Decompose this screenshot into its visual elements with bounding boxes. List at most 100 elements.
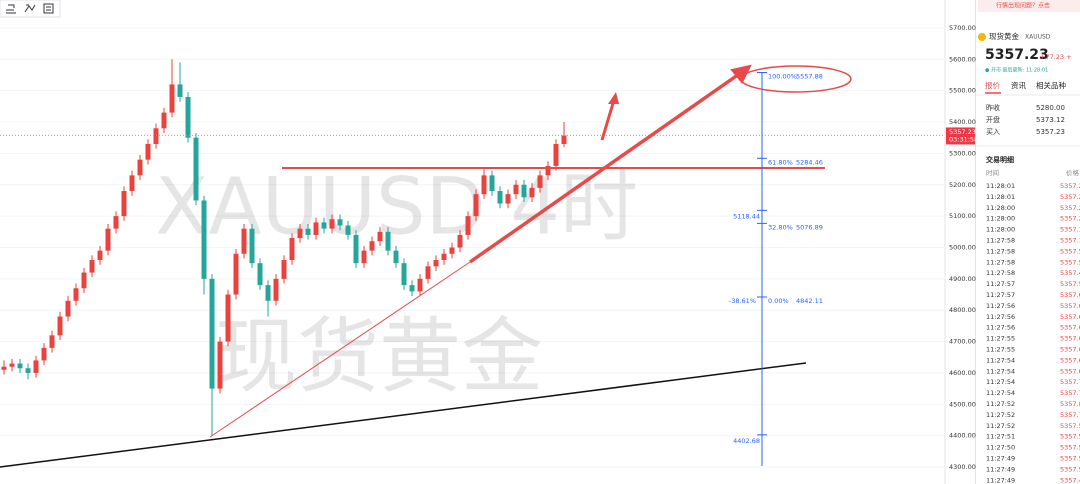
candle-body: [65, 300, 71, 317]
candle-body: [441, 253, 447, 261]
trade-price: 5357.7: [1060, 378, 1080, 386]
tab[interactable]: 报价: [985, 80, 1000, 90]
last-price-label: 5357.23: [949, 128, 976, 136]
candle-body: [193, 137, 199, 201]
fib-pct: 32.80%: [768, 223, 793, 231]
trade-time: 11:27:58: [986, 269, 1015, 277]
candle-body: [41, 347, 47, 361]
trade-time: 11:27:52: [986, 422, 1015, 430]
candle-body: [257, 263, 263, 286]
trade-time: 11:27:57: [986, 291, 1015, 299]
trade-price: 5357.5: [1060, 258, 1080, 266]
watermark-title: XAUUSD 4时: [155, 162, 638, 252]
tab[interactable]: 相关品种: [1036, 80, 1066, 90]
candle-body: [497, 191, 503, 204]
trade-time: 11:27:58: [986, 258, 1015, 266]
candle-body: [345, 225, 351, 235]
stat-value: 5357.23: [1036, 128, 1065, 136]
watermark-subtitle: 现货黄金: [215, 309, 543, 404]
y-tick-label: 5200.00: [949, 181, 976, 189]
candle-body: [241, 228, 247, 254]
candle-body: [33, 360, 39, 373]
candle-body: [121, 191, 127, 217]
candle-body: [401, 263, 407, 286]
y-tick-label: 4300.00: [949, 463, 976, 471]
trade-time: 11:27:55: [986, 346, 1015, 354]
candle-body: [521, 184, 527, 198]
trade-time: 11:27:54: [986, 378, 1015, 386]
toolbar: [0, 0, 61, 18]
trend-line-thin: [209, 261, 471, 438]
price-change: +77.23 +: [1040, 53, 1072, 61]
candle-body: [425, 266, 431, 279]
trade-price: 5357.2: [1060, 215, 1080, 223]
candle-body: [273, 278, 279, 301]
y-tick-label: 5500.00: [949, 87, 976, 95]
trade-price: 5357.6: [1060, 367, 1080, 375]
fib-price: 4402.68: [733, 437, 760, 445]
tool-icon[interactable]: [43, 3, 54, 14]
trade-time: 11:27:56: [986, 313, 1015, 321]
trade-price: 5357.5: [1060, 247, 1080, 255]
trend-arrow: [468, 70, 744, 264]
trade-time: 11:27:54: [986, 389, 1015, 397]
trade-time: 11:27:58: [986, 237, 1015, 245]
candle-body: [265, 285, 271, 301]
tab[interactable]: 资讯: [1011, 80, 1027, 90]
candle-body: [97, 250, 103, 261]
small-arrow-head: [608, 92, 619, 104]
y-tick-label: 5700.00: [949, 24, 976, 32]
trade-price: 5357.6: [1060, 302, 1080, 310]
tool-icon[interactable]: [6, 4, 16, 14]
candle-body: [385, 231, 391, 251]
candle-body: [289, 238, 295, 261]
y-tick-label: 5400.00: [949, 118, 976, 126]
fib-price: 5118.44: [733, 212, 760, 220]
candle-body: [337, 219, 343, 226]
symbol-icon: [978, 33, 986, 41]
toolbar-box: [0, 0, 61, 18]
trade-time: 11:27:55: [986, 335, 1015, 343]
trade-time: 11:27:56: [986, 302, 1015, 310]
candle-body: [145, 143, 151, 160]
candle-body: [233, 253, 239, 295]
candle-body: [25, 368, 31, 373]
trade-price: 5357.5: [1060, 422, 1080, 430]
y-tick-label: 5100.00: [949, 212, 976, 220]
y-tick-label: 4400.00: [949, 432, 976, 440]
candle-body: [73, 288, 79, 301]
y-tick-label: 4600.00: [949, 369, 976, 377]
candle-body: [409, 285, 415, 292]
candle-body: [185, 96, 191, 138]
trade-price: 5357.8: [1060, 400, 1080, 408]
fib-price: 4842.11: [796, 297, 823, 305]
candle-body: [433, 260, 439, 267]
candle-body: [57, 316, 63, 336]
y-tick-label: 4900.00: [949, 275, 976, 283]
stat-value: 5373.12: [1036, 116, 1065, 124]
trade-time: 11:27:49: [986, 476, 1015, 484]
fib-pct: 61.80%: [768, 158, 793, 166]
candle-body: [201, 200, 207, 279]
candle-body: [449, 247, 455, 254]
candle-body: [465, 216, 471, 235]
fib-pct: 100.00%: [768, 72, 797, 80]
candle-body: [9, 363, 15, 367]
candle-body: [377, 231, 383, 242]
tool-icon[interactable]: [24, 4, 36, 13]
banner[interactable]: 行情出现问题？点击: [996, 2, 1050, 10]
trade-time: 11:27:52: [986, 400, 1015, 408]
symbol-name: 现货黄金: [989, 31, 1019, 41]
trade-price: 5357.7: [1060, 411, 1080, 419]
candle-body: [217, 341, 223, 389]
y-tick-label: 4700.00: [949, 338, 976, 346]
candle-body: [505, 194, 511, 204]
fib-price: 5284.46: [796, 158, 823, 166]
stat-value: 5280.00: [1036, 104, 1065, 112]
candle-body: [561, 135, 567, 144]
trade-price: 5357.5: [1060, 433, 1080, 441]
trade-price: 5357.5: [1060, 444, 1080, 452]
trade-price: 5357.5: [1060, 465, 1080, 473]
